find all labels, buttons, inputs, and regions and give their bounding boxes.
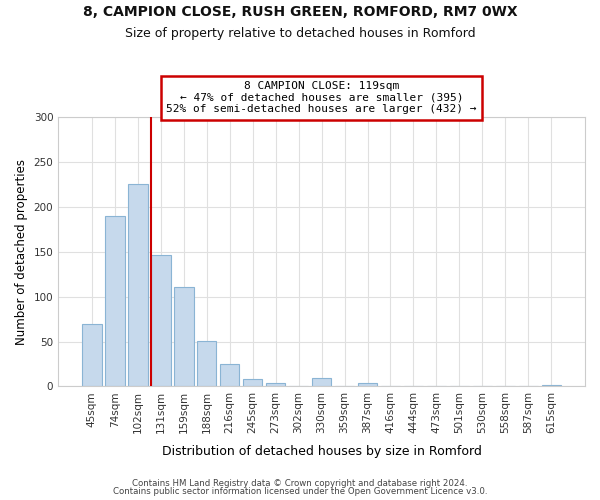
Bar — [174, 286, 194, 386]
Bar — [151, 256, 170, 386]
Bar — [82, 324, 101, 386]
Bar — [128, 184, 148, 386]
Bar — [266, 383, 286, 386]
Text: Size of property relative to detached houses in Romford: Size of property relative to detached ho… — [125, 28, 475, 40]
Bar — [197, 340, 217, 386]
X-axis label: Distribution of detached houses by size in Romford: Distribution of detached houses by size … — [161, 444, 482, 458]
Bar — [312, 378, 331, 386]
Bar — [542, 384, 561, 386]
Bar — [243, 379, 262, 386]
Y-axis label: Number of detached properties: Number of detached properties — [15, 158, 28, 344]
Text: Contains public sector information licensed under the Open Government Licence v3: Contains public sector information licen… — [113, 487, 487, 496]
Text: 8, CAMPION CLOSE, RUSH GREEN, ROMFORD, RM7 0WX: 8, CAMPION CLOSE, RUSH GREEN, ROMFORD, R… — [83, 5, 517, 19]
Bar — [220, 364, 239, 386]
Bar — [358, 383, 377, 386]
Bar — [105, 216, 125, 386]
Text: Contains HM Land Registry data © Crown copyright and database right 2024.: Contains HM Land Registry data © Crown c… — [132, 478, 468, 488]
Text: 8 CAMPION CLOSE: 119sqm
← 47% of detached houses are smaller (395)
52% of semi-d: 8 CAMPION CLOSE: 119sqm ← 47% of detache… — [166, 81, 477, 114]
